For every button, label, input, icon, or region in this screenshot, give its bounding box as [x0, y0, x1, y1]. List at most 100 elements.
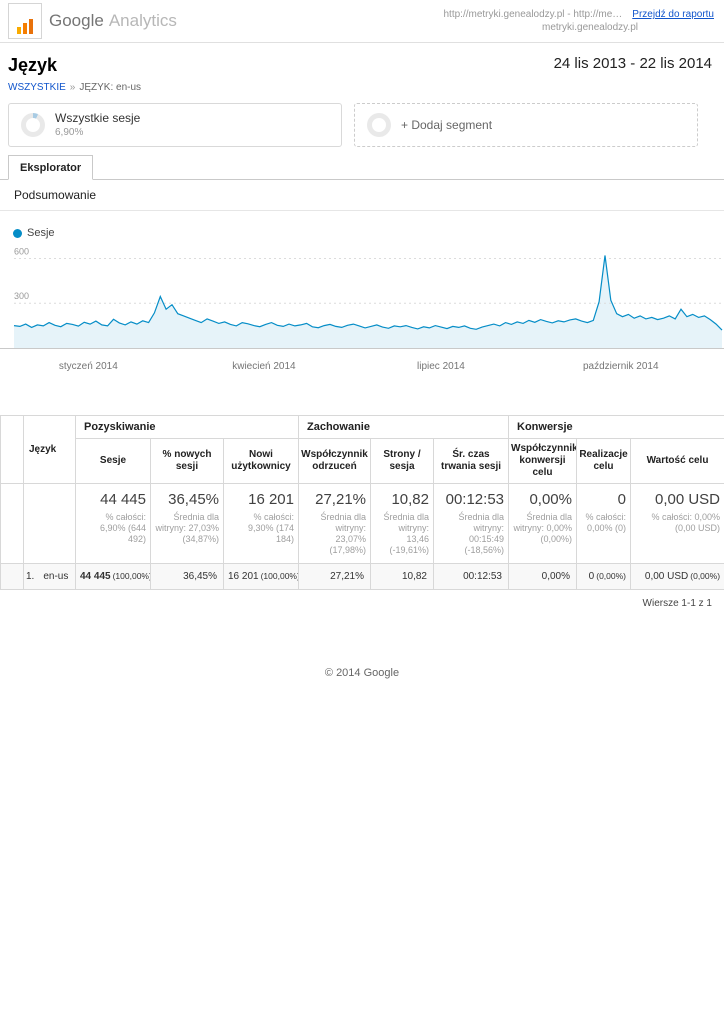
summary-cell-avg-session-duration: 00:12:53 Średnia dla witryny: 00:15:49 (… — [433, 483, 509, 564]
summary-cell-goal-completions: 0 % całości: 0,00% (0) — [576, 483, 631, 564]
subtab-summary[interactable]: Podsumowanie — [14, 188, 97, 202]
summary-value: 27,21% — [315, 491, 366, 508]
summary-subtext: Średnia dla witryny: 00:15:49 (-18,56%) — [458, 512, 504, 555]
footer-copyright: © 2014 Google — [324, 667, 400, 679]
summary-value: 0,00 USD — [654, 491, 721, 508]
breadcrumb: WSZYSTKIE» JĘZYK: en-us — [0, 75, 724, 94]
logo-bar — [17, 27, 21, 34]
x-axis-label: październik 2014 — [582, 361, 659, 372]
summary-subtext: Średnia dla witryny: 0,00% (0,00%) — [513, 512, 572, 544]
add-segment-label: + Dodaj segment — [401, 118, 493, 132]
summary-cell-goal-conversion-rate: 0,00% Średnia dla witryny: 0,00% (0,00%) — [508, 483, 577, 564]
chart-x-axis: styczeń 2014 kwiecień 2014 lipiec 2014 paźd… — [0, 359, 724, 375]
segment-label: Wszystkie sesje — [55, 111, 141, 125]
tab-bar: Eksplorator — [0, 155, 724, 180]
y-axis-label: 300 — [14, 291, 29, 301]
summary-subtext: Średnia dla witryny: 13,46 (-19,61%) — [383, 512, 429, 555]
segment-all-sessions[interactable]: Wszystkie sesje 6,90% — [8, 103, 342, 147]
summary-empty-cell — [23, 483, 76, 564]
column-header-pages-per-session[interactable]: Strony / sesja — [370, 438, 434, 484]
summary-subtext: % całości: 9,30% (174 184) — [247, 512, 294, 544]
summary-value: 16 201 — [248, 491, 294, 508]
row-select-cell[interactable] — [0, 563, 24, 590]
sessions-legend-dot-icon — [13, 228, 22, 238]
group-header-conversions: Konwersje — [507, 415, 724, 439]
column-header-new-sessions-pct[interactable]: % nowych sesji — [150, 438, 224, 484]
column-header-new-users[interactable]: Nowi użytkownicy — [223, 438, 299, 484]
dimension-cell[interactable]: 1. en-us — [23, 563, 76, 590]
column-header-goal-conversion-rate[interactable]: Współczynnik konwersji celu — [508, 438, 577, 484]
dimension-value: en-us — [43, 571, 69, 582]
x-axis-label: lipiec 2014 — [417, 361, 465, 372]
logo-bar — [29, 19, 33, 34]
y-axis-label: 600 — [14, 247, 29, 256]
top-bar: Google Analytics http://metryki.genealod… — [0, 0, 724, 43]
summary-subtext: % całości: 0,00% (0) — [585, 512, 626, 533]
group-header-behavior: Zachowanie — [298, 415, 509, 439]
date-range-selector[interactable]: 24 lis 2013 - 22 lis 2014 — [553, 55, 712, 72]
tab-explorer[interactable]: Eksplorator — [8, 155, 94, 180]
sessions-line — [13, 255, 723, 331]
sessions-area-fill — [14, 255, 722, 348]
summary-cell-bounce-rate: 27,21% Średnia dla witryny: 23,07% (17,9… — [298, 483, 371, 564]
summary-cell-new-sessions-pct: 36,45% Średnia dla witryny: 27,03% (34,8… — [150, 483, 224, 564]
summary-subtext: % całości: 0,00% (0,00 USD) — [651, 512, 721, 533]
breadcrumb-current: JĘZYK: en-us — [79, 82, 142, 93]
cell-goal-completions: 0 (0,00%) — [576, 563, 631, 590]
summary-value: 0 — [617, 491, 626, 508]
sub-tab-bar: Podsumowanie — [0, 180, 724, 211]
summary-cell-goal-value: 0,00 USD % całości: 0,00% (0,00 USD) — [629, 483, 724, 564]
column-header-sessions[interactable]: Sesje — [75, 438, 151, 484]
sessions-legend-label: Sesje — [27, 227, 55, 239]
report-source-info: http://metryki.genealodzy.pl - http://me… — [444, 8, 715, 34]
table-pagination: Wiersze 1-1 z 1 — [642, 598, 712, 609]
logo-text-google: Google — [49, 11, 104, 30]
column-header-bounce-rate[interactable]: Współczynnik odrzuceń — [298, 438, 371, 484]
summary-subtext: Średnia dla witryny: 23,07% (17,98%) — [320, 512, 366, 555]
summary-value: 0,00% — [529, 491, 572, 508]
summary-subtext: % całości: 6,90% (644 492) — [99, 512, 146, 544]
row-select-header — [0, 415, 24, 484]
chart-legend: Sesje — [0, 227, 724, 239]
summary-value: 44 445 — [100, 491, 146, 508]
breadcrumb-separator: » — [69, 82, 76, 93]
add-segment-donut-icon — [367, 113, 391, 137]
summary-value: 36,45% — [168, 491, 219, 508]
cell-goal-conversion-rate: 0,00% — [508, 563, 577, 590]
report-site-text: metryki.genealodzy.pl — [542, 22, 638, 33]
cell-sessions: 44 445 (100,00%) — [75, 563, 151, 590]
table-column-header-row: Sesje % nowych sesji Nowi użytkownicy Ws… — [1, 438, 724, 484]
table-summary-row: 44 445 % całości: 6,90% (644 492) 36,45%… — [0, 483, 724, 564]
all-sessions-donut-icon — [21, 113, 45, 137]
table-group-header-row: Język Pozyskiwanie Zachowanie Konwersje — [0, 415, 724, 484]
summary-cell-sessions: 44 445 % całości: 6,90% (644 492) — [75, 483, 151, 564]
summary-cell-new-users: 16 201 % całości: 9,30% (174 184) — [223, 483, 299, 564]
breadcrumb-all-link[interactable]: WSZYSTKIE — [8, 82, 66, 93]
segments-bar: Wszystkie sesje 6,90% + Dodaj segment — [0, 94, 724, 147]
google-analytics-logo[interactable]: Google Analytics — [8, 3, 177, 39]
logo-text-analytics: Analytics — [108, 11, 177, 30]
row-rank: 1. — [26, 571, 35, 582]
cell-new-sessions-pct: 36,45% — [150, 563, 224, 590]
summary-value: 00:12:53 — [445, 491, 504, 508]
column-header-goal-completions[interactable]: Realizacje celu — [576, 438, 631, 484]
segment-percent: 6,90% — [55, 127, 84, 138]
language-report-table: Język Pozyskiwanie Zachowanie Konwersje … — [0, 415, 724, 590]
report-head: Język 24 lis 2013 - 22 lis 2014 — [0, 43, 724, 75]
cell-bounce-rate: 27,21% — [298, 563, 371, 590]
sessions-line-chart[interactable]: 300 600 — [0, 247, 724, 359]
summary-empty-cell — [0, 483, 24, 564]
sessions-chart-section: Sesje 300 600 styczeń 2014 kwiecień 2014 li… — [0, 227, 724, 375]
table-row[interactable]: 1. en-us 44 445 (100,00%) 36,45% 16 201 (10… — [0, 563, 724, 590]
summary-subtext: Średnia dla witryny: 27,03% (34,87%) — [155, 512, 219, 544]
report-url-text: http://metryki.genealodzy.pl - http://me… — [443, 9, 623, 20]
logo-bar — [23, 23, 27, 34]
cell-avg-session-duration: 00:12:53 — [433, 563, 509, 590]
add-segment-button[interactable]: + Dodaj segment — [354, 103, 698, 147]
go-to-report-link[interactable]: Przejdź do raportu — [632, 9, 714, 20]
dimension-header-language[interactable]: Język — [23, 415, 76, 484]
column-header-goal-value[interactable]: Wartość celu — [629, 438, 724, 484]
page-title: Język — [8, 55, 58, 75]
cell-goal-value: 0,00 USD (0,00%) — [629, 563, 724, 590]
column-header-avg-session-duration[interactable]: Śr. czas trwania sesji — [433, 438, 509, 484]
